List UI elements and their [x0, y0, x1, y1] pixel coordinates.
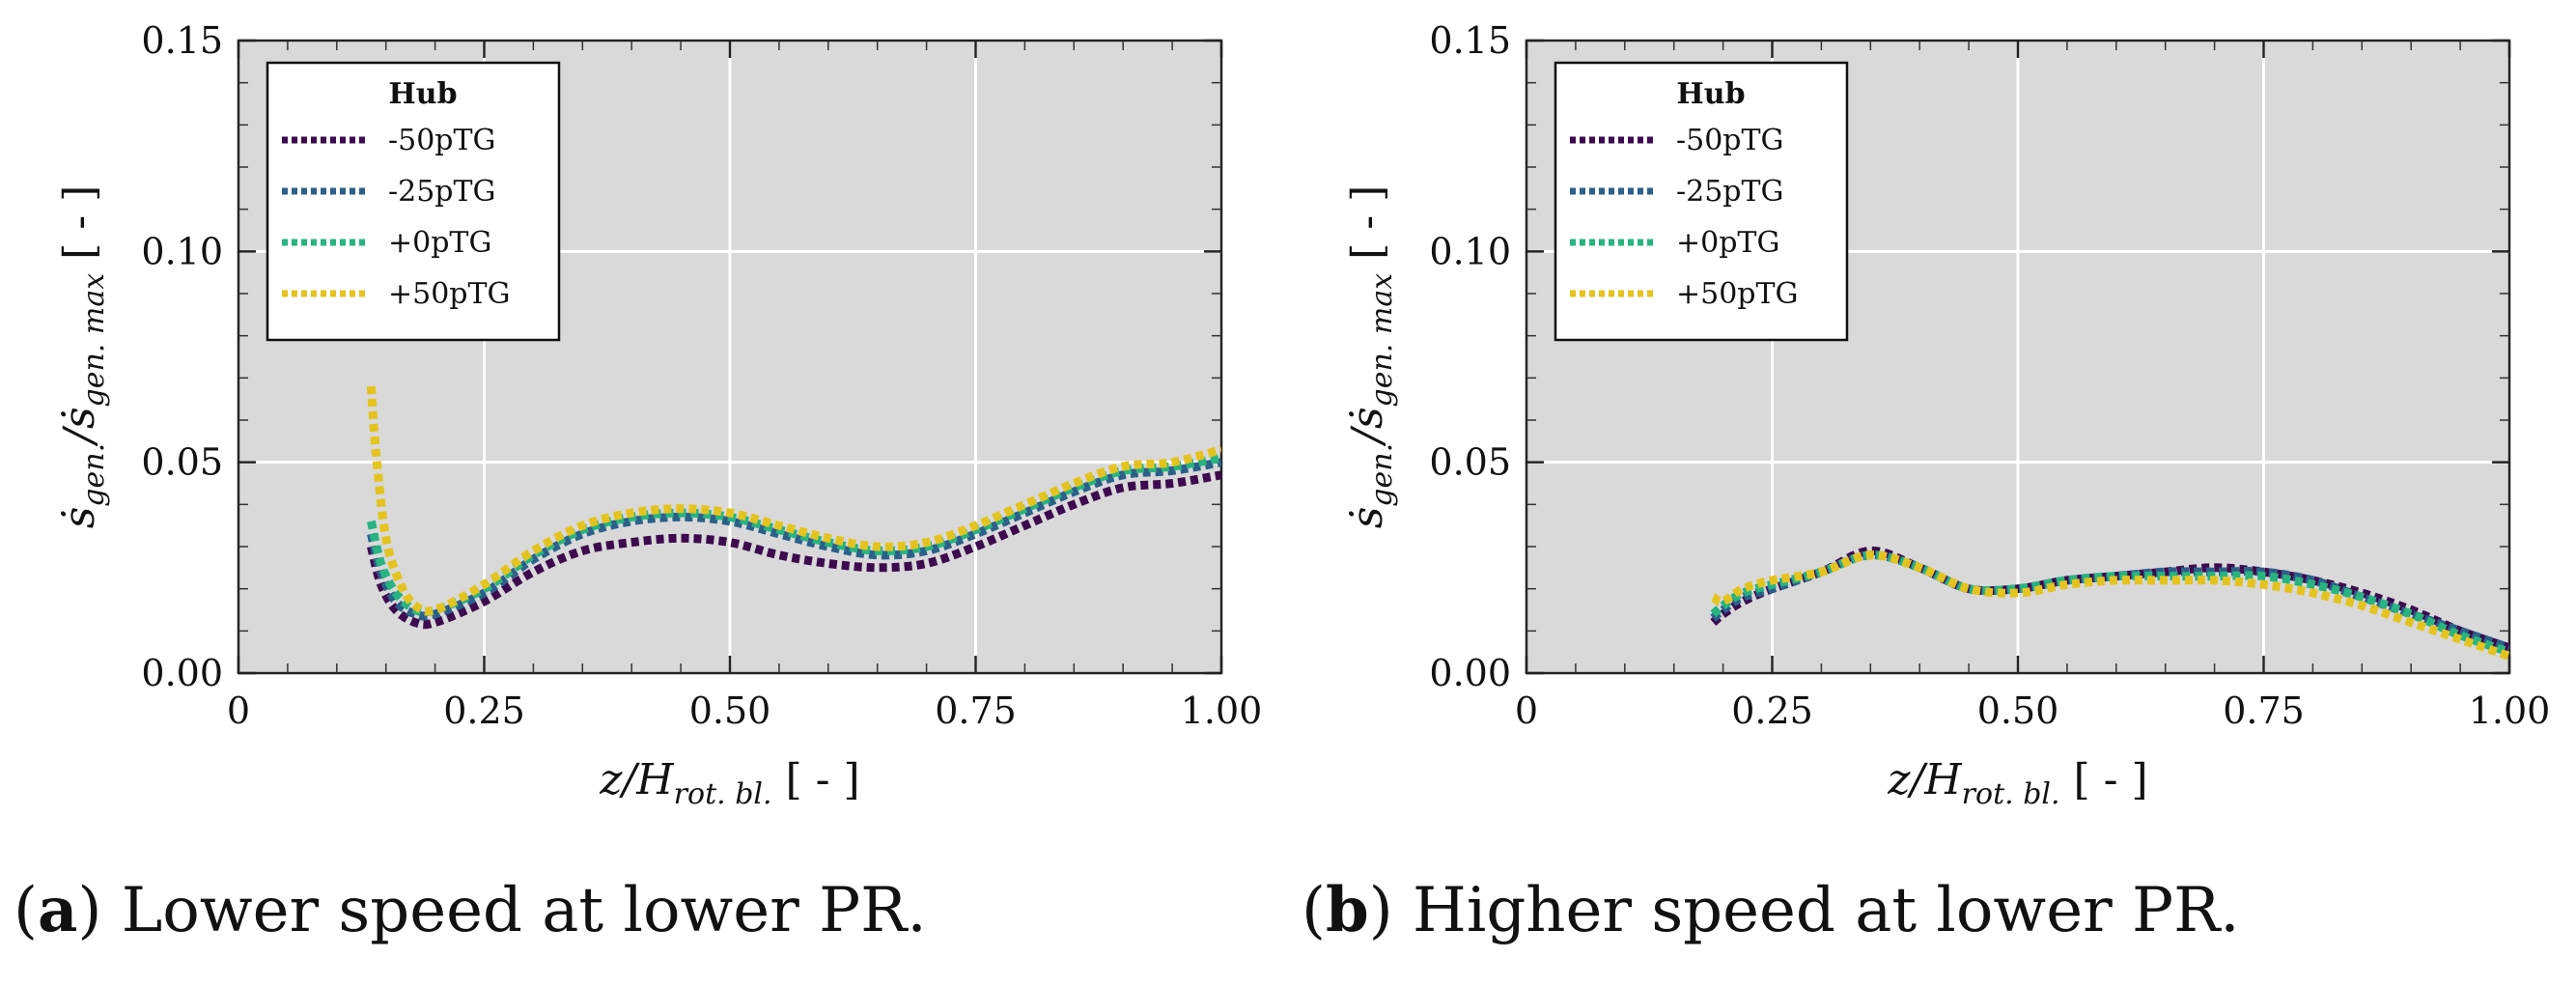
caption-a-letter: a — [37, 874, 78, 946]
legend-label--25pTG: -25pTG — [1676, 175, 1784, 209]
chart-panel-a: 0 0.25 0.50 0.75 1.00 0.00 0.05 0.10 0.15 z/Hrot.… — [14, 19, 1263, 946]
x-tick-label: 0.75 — [935, 690, 1017, 732]
x-tick-label: 0.75 — [2223, 690, 2305, 732]
y-tick-label: 0.15 — [141, 19, 223, 62]
series-line--50pTG — [367, 470, 1221, 630]
chart-a-svg: 0 0.25 0.50 0.75 1.00 0.00 0.05 0.10 0.15 z/Hrot.… — [55, 19, 1263, 811]
legend-label-+0pTG: +0pTG — [388, 226, 491, 260]
x-axis-label: z/Hrot. bl. [ - ] — [599, 755, 859, 811]
y-tick-label: 0.10 — [1429, 230, 1511, 272]
x-tick-label: 0.50 — [689, 690, 771, 732]
series-line-+50pTG — [1711, 550, 2509, 661]
y-axis-label: ṡgen./ṡgen. max [ - ] — [1343, 185, 1399, 529]
x-tick-label: 0 — [227, 690, 250, 732]
caption-b-text: Higher speed at lower PR. — [1413, 875, 2240, 946]
x-tick-label: 1.00 — [1181, 690, 1263, 732]
x-tick-label: 0.25 — [1731, 690, 1813, 732]
legend-label-+50pTG: +50pTG — [388, 277, 511, 311]
legend-title: Hub — [1676, 77, 1745, 111]
chart-b-svg: 0 0.25 0.50 0.75 1.00 0.00 0.05 0.10 0.15 z/Hrot.… — [1343, 19, 2551, 811]
series-group — [1710, 546, 2509, 661]
series-group — [366, 385, 1221, 630]
legend-label--50pTG: -50pTG — [388, 124, 496, 157]
caption-a: (a) Lower speed at lower PR. — [14, 874, 927, 946]
y-tick-label: 0.05 — [141, 441, 223, 484]
caption-b-letter: b — [1325, 874, 1369, 946]
x-tick-label: 0 — [1515, 690, 1538, 732]
y-tick-label: 0.10 — [141, 230, 223, 272]
x-tick-label: 0.50 — [1977, 690, 2059, 732]
y-tick-label: 0.00 — [141, 652, 223, 694]
legend-label--25pTG: -25pTG — [388, 175, 496, 209]
legend-label--50pTG: -50pTG — [1676, 124, 1784, 157]
series-line-+50pTG — [366, 385, 1221, 616]
y-tick-label: 0.00 — [1429, 652, 1511, 694]
x-axis-label: z/Hrot. bl. [ - ] — [1887, 755, 2147, 811]
legend-label-+0pTG: +0pTG — [1676, 226, 1779, 260]
y-tick-label: 0.15 — [1429, 19, 1511, 62]
y-axis-label: ṡgen./ṡgen. max [ - ] — [55, 185, 111, 529]
legend-title: Hub — [388, 77, 457, 111]
y-tick-label: 0.05 — [1429, 441, 1511, 484]
x-tick-label: 1.00 — [2469, 690, 2551, 732]
x-tick-label: 0.25 — [443, 690, 525, 732]
caption-b: (b) Higher speed at lower PR. — [1302, 874, 2240, 946]
legend-label-+50pTG: +50pTG — [1676, 277, 1799, 311]
caption-a-text: Lower speed at lower PR. — [121, 875, 927, 946]
chart-panel-b: 0 0.25 0.50 0.75 1.00 0.00 0.05 0.10 0.15 z/Hrot.… — [1288, 0, 2576, 986]
